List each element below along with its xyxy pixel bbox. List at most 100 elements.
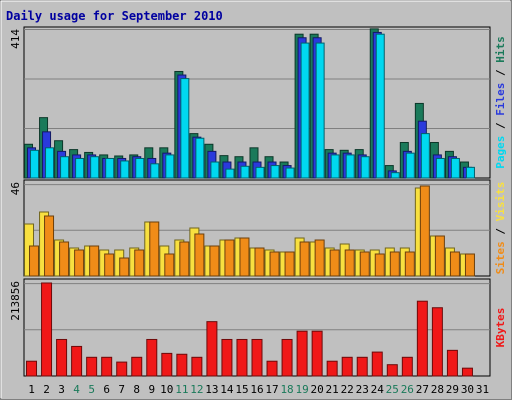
bar-pages-day-2 xyxy=(45,147,55,179)
bar-sites-day-23 xyxy=(359,251,370,277)
bar-pages-day-24 xyxy=(375,33,385,179)
bar-pages-day-7 xyxy=(120,160,130,179)
bar-sites-day-17 xyxy=(269,251,280,277)
x-tick-label: 15 xyxy=(235,383,248,396)
bar-pages-day-11 xyxy=(180,78,190,179)
bar-pages-day-6 xyxy=(105,157,115,179)
bar-kbytes-day-24 xyxy=(371,351,383,377)
bar-kbytes-day-3 xyxy=(56,338,68,377)
bar-pages-day-25 xyxy=(390,172,400,179)
bar-pages-day-13 xyxy=(210,161,220,179)
bar-kbytes-day-23 xyxy=(356,356,368,377)
x-tick-label: 10 xyxy=(160,383,173,396)
bar-pages-day-4 xyxy=(75,157,85,179)
x-tick-label: 3 xyxy=(58,383,65,396)
bar-pages-day-9 xyxy=(150,163,160,179)
axis-label-files: Files xyxy=(494,83,507,116)
bar-kbytes-day-5 xyxy=(86,356,98,377)
bar-sites-day-7 xyxy=(119,257,130,277)
bar-sites-day-30 xyxy=(464,253,475,277)
axis-label-kbytes: KBytes xyxy=(494,308,507,348)
axis-label-visits: Visits xyxy=(494,182,507,222)
x-tick-label: 19 xyxy=(295,383,308,396)
bar-sites-day-13 xyxy=(209,245,220,277)
bar-kbytes-day-14 xyxy=(221,338,233,377)
bar-sites-day-21 xyxy=(329,249,340,277)
bar-kbytes-day-12 xyxy=(191,356,203,377)
bar-sites-day-6 xyxy=(104,253,115,277)
panel-kbytes-axis-label: KBytes xyxy=(494,308,507,348)
bar-kbytes-day-29 xyxy=(446,349,458,377)
axis-label-pages: Pages xyxy=(494,136,507,169)
x-tick-label: 16 xyxy=(250,383,263,396)
bar-pages-day-15 xyxy=(240,165,250,179)
panel-hits-files-pages-max-label: 414 xyxy=(9,29,22,49)
panel-sites-visits-max-label: 46 xyxy=(9,182,22,195)
x-tick-label: 21 xyxy=(326,383,339,396)
bar-pages-day-16 xyxy=(255,166,265,179)
bar-pages-day-26 xyxy=(405,152,415,179)
bar-sites-day-12 xyxy=(194,233,205,277)
bar-pages-day-14 xyxy=(225,168,235,179)
bar-pages-day-5 xyxy=(90,156,100,179)
axis-label-separator: / xyxy=(494,221,507,241)
series-kbytes xyxy=(26,282,473,377)
bar-sites-day-19 xyxy=(299,241,310,277)
bar-pages-day-1 xyxy=(30,149,40,179)
panel-sites-visits-axis-label: Sites / Visits xyxy=(494,182,507,275)
bar-sites-day-3 xyxy=(59,241,70,277)
panel-kbytes-max-label: 213856 xyxy=(9,281,22,321)
bar-sites-day-8 xyxy=(134,249,145,277)
axis-label-separator: / xyxy=(494,116,507,136)
panels-layer: 414 Pages / Files / Hits 46 Sites / Visits 2… xyxy=(9,26,507,377)
bar-sites-day-11 xyxy=(179,241,190,277)
bar-sites-day-29 xyxy=(449,251,460,277)
x-tick-label: 30 xyxy=(461,383,474,396)
bar-kbytes-day-1 xyxy=(26,360,38,377)
x-tick-label: 29 xyxy=(446,383,459,396)
x-tick-label: 28 xyxy=(431,383,444,396)
bar-sites-day-28 xyxy=(434,235,445,277)
bar-kbytes-day-4 xyxy=(71,345,83,377)
axis-label-separator: / xyxy=(494,63,507,83)
x-tick-label: 20 xyxy=(311,383,324,396)
bar-pages-day-18 xyxy=(285,167,295,179)
x-tick-label: 1 xyxy=(28,383,35,396)
bar-kbytes-day-17 xyxy=(266,360,278,377)
bar-kbytes-day-11 xyxy=(176,353,188,377)
bar-sites-day-16 xyxy=(254,247,265,277)
bar-sites-day-25 xyxy=(389,251,400,277)
x-tick-label: 4 xyxy=(73,383,80,396)
bar-pages-day-27 xyxy=(420,133,430,179)
bar-sites-day-15 xyxy=(239,237,250,277)
x-tick-label: 11 xyxy=(175,383,188,396)
bar-sites-day-10 xyxy=(164,253,175,277)
x-tick-label: 6 xyxy=(103,383,110,396)
chart-title: Daily usage for September 2010 xyxy=(6,9,223,23)
bar-kbytes-day-27 xyxy=(416,300,428,377)
bar-sites-day-5 xyxy=(89,245,100,277)
bar-sites-day-4 xyxy=(74,249,85,277)
x-tick-label: 23 xyxy=(356,383,369,396)
x-tick-label: 8 xyxy=(133,383,140,396)
bar-pages-day-10 xyxy=(165,154,175,179)
bar-pages-day-30 xyxy=(465,166,475,179)
bar-kbytes-day-13 xyxy=(206,321,218,377)
x-tick-label: 13 xyxy=(205,383,218,396)
bar-pages-day-20 xyxy=(315,42,325,179)
bar-sites-day-9 xyxy=(149,221,160,277)
bar-sites-day-27 xyxy=(419,185,430,277)
bar-kbytes-day-28 xyxy=(431,307,443,377)
bar-pages-day-29 xyxy=(450,157,460,179)
bar-kbytes-day-8 xyxy=(131,356,143,377)
series-pages xyxy=(30,33,475,179)
bar-sites-day-24 xyxy=(374,253,385,277)
x-tick-label: 24 xyxy=(371,383,385,396)
bar-sites-day-18 xyxy=(284,251,295,277)
x-tick-label: 25 xyxy=(386,383,399,396)
bar-kbytes-day-16 xyxy=(251,338,263,377)
x-tick-label: 18 xyxy=(280,383,293,396)
x-axis-labels: 1 2 3 4 5 6 7 8 9 10 11 12 13 14 15 16 17 18 19 20 21 22 23 24 2… xyxy=(28,383,489,396)
bar-pages-day-19 xyxy=(300,42,310,179)
